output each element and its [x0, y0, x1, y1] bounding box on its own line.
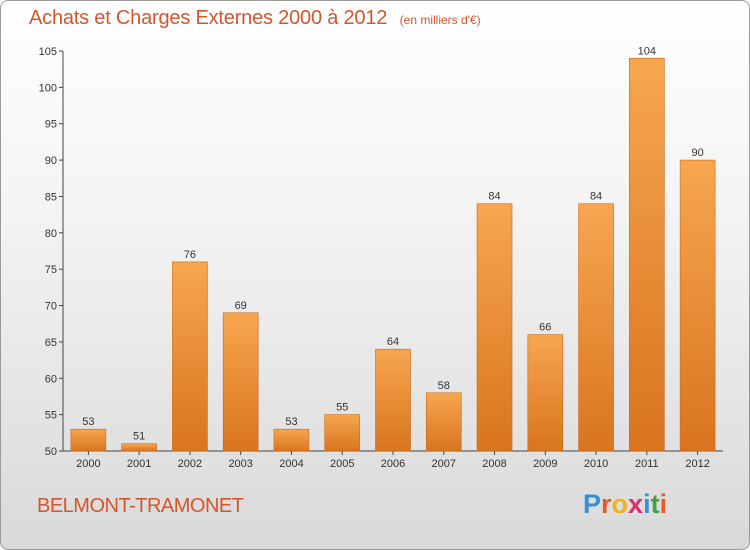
x-tick-label-2005: 2005: [330, 458, 354, 470]
bar-2003: [222, 312, 259, 452]
y-tick-label: 100: [39, 82, 57, 94]
logo-letter: t: [650, 489, 660, 519]
data-label-2002: 76: [184, 249, 196, 261]
bar-2011: [629, 57, 665, 452]
bar-2005: [324, 414, 361, 452]
bar-2004: [273, 428, 310, 452]
x-tick-label-2006: 2006: [381, 458, 405, 470]
proxiti-logo[interactable]: Proxiti: [583, 489, 667, 520]
y-tick-label: 65: [45, 337, 57, 349]
y-tick-label: 55: [45, 410, 57, 422]
data-label-2010: 84: [590, 191, 602, 203]
x-tick-label-2004: 2004: [279, 458, 303, 470]
x-tick-label-2012: 2012: [685, 458, 709, 470]
data-label-2001: 51: [133, 431, 145, 443]
logo-letter: x: [628, 489, 644, 519]
data-label-2005: 55: [336, 402, 348, 414]
y-tick-label: 85: [45, 191, 57, 203]
chart-subtitle: (en milliers d'€): [399, 13, 481, 27]
y-tick-label: 60: [45, 373, 57, 385]
y-tick-label: 50: [45, 446, 57, 458]
y-tick-label: 90: [45, 155, 57, 167]
title-row: Achats et Charges Externes 2000 à 2012 (…: [29, 7, 481, 30]
bar-2012: [679, 159, 716, 452]
x-tick-label-2010: 2010: [584, 458, 608, 470]
data-label-2000: 53: [82, 416, 94, 428]
x-tick-label-2001: 2001: [127, 458, 151, 470]
logo-letter: P: [583, 489, 602, 519]
commune-name: BELMONT-TRAMONET: [37, 495, 244, 517]
bar-2006: [375, 348, 411, 452]
bar-2007: [425, 392, 462, 452]
x-tick-label-2009: 2009: [533, 458, 557, 470]
x-tick-label-2003: 2003: [228, 458, 252, 470]
data-label-2009: 66: [539, 322, 551, 334]
x-tick-label-2007: 2007: [432, 458, 456, 470]
bar-2000: [70, 428, 107, 452]
data-label-2011: 104: [638, 45, 656, 57]
bar-2009: [527, 334, 564, 452]
data-label-2003: 69: [235, 300, 247, 312]
y-tick-label: 80: [45, 228, 57, 240]
data-label-2012: 90: [691, 147, 703, 159]
x-tick-label-2002: 2002: [178, 458, 202, 470]
bar-2010: [578, 203, 614, 452]
x-tick-label-2000: 2000: [76, 458, 100, 470]
bar-2002: [172, 261, 208, 452]
y-tick-label: 95: [45, 119, 57, 131]
y-tick-label: 70: [45, 301, 57, 313]
bar-2008: [476, 203, 513, 452]
y-tick-label: 105: [39, 46, 57, 58]
logo-letter: r: [601, 489, 612, 519]
y-tick-label: 75: [45, 264, 57, 276]
chart-title: Achats et Charges Externes 2000 à 2012: [29, 7, 388, 29]
logo-letter: o: [611, 489, 629, 519]
data-label-2008: 84: [488, 191, 500, 203]
data-label-2006: 64: [387, 336, 399, 348]
logo-letter: i: [643, 489, 651, 519]
data-label-2007: 58: [438, 380, 450, 392]
x-tick-label-2008: 2008: [482, 458, 506, 470]
bar-2001: [121, 443, 157, 452]
data-label-2004: 53: [285, 416, 297, 428]
logo-letter: i: [659, 489, 668, 519]
x-tick-label-2011: 2011: [635, 458, 659, 470]
labels-group: 53 51 76 69 53 55 64 58 84 66 84 104 90: [82, 45, 703, 442]
bars-group: [70, 57, 716, 452]
